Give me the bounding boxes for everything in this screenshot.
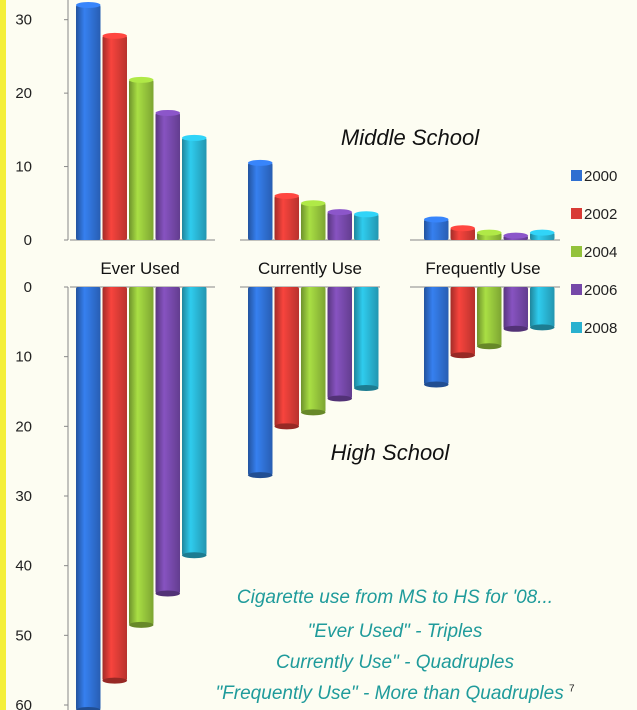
ms-bar-cap — [129, 76, 154, 83]
ms-bar-cap — [155, 109, 180, 116]
legend-swatch-2008 — [571, 322, 582, 333]
ms-bar-2004-1 — [301, 203, 326, 240]
ms-bar-cap — [274, 192, 299, 199]
summary-note-line-2: "Ever Used" - Triples — [307, 621, 483, 642]
ms-bar-cap — [248, 159, 273, 166]
ms-panel-title: Middle School — [341, 125, 480, 150]
ms-bar-2002-1 — [274, 195, 299, 240]
hs-bar-cap — [354, 385, 379, 392]
hs-y-tick-label: 60 — [15, 697, 32, 710]
hs-bar-cap — [248, 472, 273, 479]
ms-bar-cap — [301, 200, 326, 207]
ms-bar-cap — [327, 209, 352, 216]
ms-bar-2000-0 — [76, 5, 101, 240]
ms-bar-2008-0 — [182, 137, 207, 240]
ms-bar-2006-0 — [155, 112, 180, 240]
ms-bar-2002-2 — [450, 228, 475, 240]
hs-bar-cap — [182, 552, 207, 559]
ms-bar-cap — [76, 2, 101, 8]
hs-bar-2002-2 — [450, 287, 475, 356]
hs-bar-cap — [301, 409, 326, 416]
ms-bar-cap — [477, 229, 502, 236]
summary-note-line-4-text: "Frequently Use" - More than Quadruples — [215, 683, 564, 704]
legend-label-2008: 2008 — [584, 320, 617, 337]
summary-note-line-1: Cigarette use from MS to HS for '08... — [236, 587, 554, 608]
hs-bar-2000-0 — [76, 287, 101, 710]
hs-bar-2000-2 — [424, 287, 449, 385]
category-label: Currently Use — [258, 259, 362, 278]
legend-swatch-2004 — [571, 246, 582, 257]
summary-note-line-4: "Frequently Use" - More than Quadruples … — [170, 683, 620, 705]
ms-y-tick-label: 20 — [15, 85, 32, 102]
hs-bar-2002-0 — [102, 287, 127, 681]
category-label: Frequently Use — [425, 259, 540, 278]
hs-bar-cap — [530, 324, 555, 331]
hs-bar-cap — [274, 423, 299, 430]
hs-bar-2004-1 — [301, 287, 326, 413]
ms-y-tick-label: 30 — [15, 12, 32, 29]
legend-label-2002: 2002 — [584, 206, 617, 223]
hs-bar-cap — [503, 325, 528, 332]
legend-label-2000: 2000 — [584, 168, 617, 185]
left-border-stripe — [0, 0, 6, 710]
hs-bar-cap — [327, 395, 352, 402]
hs-bar-2006-0 — [155, 287, 180, 594]
legend-label-2006: 2006 — [584, 282, 617, 299]
hs-y-tick-label: 30 — [15, 488, 32, 505]
hs-bar-2008-1 — [354, 287, 379, 389]
ms-bar-cap — [182, 134, 207, 141]
hs-bar-cap — [424, 381, 449, 388]
ms-bar-2002-0 — [102, 35, 127, 240]
hs-bar-2000-1 — [248, 287, 273, 476]
ms-bar-2004-0 — [129, 79, 154, 240]
hs-y-tick-label: 0 — [24, 279, 32, 296]
ms-y-tick-label: 0 — [24, 232, 32, 249]
hs-y-tick-label: 20 — [15, 418, 32, 435]
legend-swatch-2002 — [571, 208, 582, 219]
ms-bar-cap — [354, 211, 379, 218]
hs-bar-2004-2 — [477, 287, 502, 347]
summary-note-line-3: Currently Use" - Quadruples — [275, 652, 514, 673]
hs-bar-2008-2 — [530, 287, 555, 328]
hs-y-tick-label: 50 — [15, 627, 32, 644]
ms-bar-cap — [503, 232, 528, 239]
hs-bar-2006-1 — [327, 287, 352, 399]
ms-bar-2000-1 — [248, 162, 273, 240]
hs-bar-cap — [477, 343, 502, 350]
ms-bar-cap — [102, 32, 127, 39]
hs-bar-2006-2 — [503, 287, 528, 329]
hs-bar-cap — [155, 590, 180, 597]
legend-swatch-2006 — [571, 284, 582, 295]
hs-bar-2004-0 — [129, 287, 154, 625]
hs-bar-2008-0 — [182, 287, 207, 556]
category-label: Ever Used — [100, 259, 179, 278]
hs-bar-cap — [76, 707, 101, 710]
hs-y-tick-label: 10 — [15, 349, 32, 366]
legend-swatch-2000 — [571, 170, 582, 181]
ms-bar-cap — [424, 216, 449, 223]
ms-bar-cap — [530, 229, 555, 236]
page-number: 7 — [568, 683, 575, 695]
hs-y-tick-label: 40 — [15, 558, 32, 575]
ms-bar-2008-1 — [354, 214, 379, 240]
ms-bar-2006-1 — [327, 212, 352, 240]
hs-bar-cap — [129, 621, 154, 628]
ms-bar-2000-2 — [424, 219, 449, 240]
hs-bar-cap — [450, 352, 475, 359]
legend-label-2004: 2004 — [584, 244, 617, 261]
hs-panel-title: High School — [331, 440, 451, 465]
hs-bar-cap — [102, 677, 127, 684]
ms-bar-cap — [450, 225, 475, 232]
hs-bar-2002-1 — [274, 287, 299, 427]
ms-y-tick-label: 10 — [15, 159, 32, 176]
